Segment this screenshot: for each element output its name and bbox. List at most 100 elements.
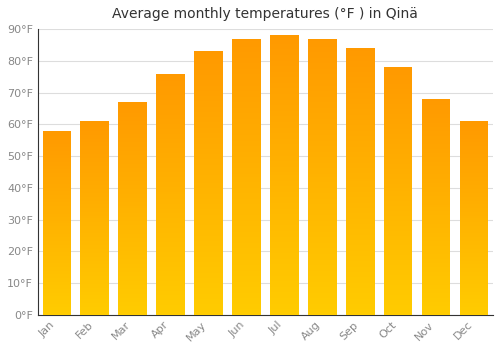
Bar	[460, 208, 488, 210]
Bar	[156, 223, 185, 225]
Bar	[156, 173, 185, 175]
Bar	[384, 295, 412, 298]
Bar	[42, 300, 71, 302]
Bar	[422, 246, 450, 248]
Bar	[80, 266, 109, 268]
Bar	[156, 233, 185, 235]
Bar	[156, 177, 185, 180]
Bar	[346, 245, 374, 248]
Bar	[156, 182, 185, 184]
Bar	[42, 302, 71, 304]
Bar	[42, 226, 71, 228]
Bar	[460, 292, 488, 293]
Bar	[422, 252, 450, 254]
Bar	[232, 138, 260, 141]
Bar	[42, 175, 71, 177]
Bar	[460, 309, 488, 311]
Bar	[42, 237, 71, 239]
Bar	[346, 243, 374, 245]
Bar	[194, 191, 223, 194]
Bar	[156, 112, 185, 114]
Bar	[156, 259, 185, 262]
Bar	[308, 301, 336, 304]
Bar	[346, 136, 374, 139]
Bar	[422, 293, 450, 295]
Bar	[118, 202, 147, 204]
Bar	[308, 124, 336, 127]
Bar	[346, 224, 374, 227]
Bar	[270, 239, 298, 242]
Bar	[460, 154, 488, 156]
Bar	[118, 247, 147, 249]
Bar	[232, 116, 260, 119]
Bar	[156, 78, 185, 81]
Bar	[42, 182, 71, 184]
Bar	[384, 263, 412, 265]
Bar	[308, 287, 336, 290]
Bar	[118, 113, 147, 115]
Bar	[308, 102, 336, 105]
Bar	[80, 198, 109, 201]
Bar	[42, 284, 71, 285]
Bar	[460, 241, 488, 243]
Bar	[270, 103, 298, 105]
Bar	[194, 83, 223, 85]
Bar	[460, 295, 488, 298]
Bar	[194, 273, 223, 275]
Bar	[308, 55, 336, 58]
Bar	[80, 231, 109, 233]
Bar	[346, 133, 374, 136]
Bar	[422, 278, 450, 280]
Bar	[270, 41, 298, 44]
Bar	[460, 127, 488, 129]
Bar	[80, 158, 109, 160]
Bar	[194, 270, 223, 273]
Bar	[460, 146, 488, 148]
Bar	[384, 278, 412, 280]
Bar	[118, 115, 147, 117]
Bar	[384, 186, 412, 189]
Bar	[156, 122, 185, 124]
Bar	[460, 198, 488, 201]
Bar	[42, 193, 71, 195]
Bar	[308, 58, 336, 61]
Bar	[80, 239, 109, 241]
Bar	[156, 199, 185, 201]
Bar	[460, 173, 488, 175]
Bar	[80, 303, 109, 305]
Bar	[80, 206, 109, 208]
Bar	[118, 310, 147, 313]
Bar	[80, 262, 109, 264]
Bar	[384, 233, 412, 236]
Bar	[42, 155, 71, 156]
Bar	[156, 240, 185, 243]
Bar	[308, 260, 336, 262]
Bar	[118, 245, 147, 247]
Bar	[156, 290, 185, 293]
Bar	[460, 195, 488, 197]
Bar	[346, 149, 374, 152]
Bar	[346, 203, 374, 205]
Bar	[42, 289, 71, 291]
Bar	[460, 140, 488, 142]
Bar	[118, 178, 147, 181]
Bar	[346, 222, 374, 224]
Bar	[384, 70, 412, 72]
Bar	[156, 312, 185, 315]
Bar	[118, 259, 147, 261]
Bar	[270, 287, 298, 290]
Bar	[232, 83, 260, 85]
Bar	[118, 276, 147, 279]
Bar	[80, 168, 109, 169]
Bar	[80, 228, 109, 230]
Bar	[232, 91, 260, 94]
Bar	[42, 282, 71, 284]
Bar	[346, 77, 374, 80]
Bar	[346, 270, 374, 272]
Bar	[118, 274, 147, 277]
Bar	[194, 173, 223, 175]
Bar	[194, 183, 223, 186]
Bar	[460, 226, 488, 228]
Bar	[346, 179, 374, 181]
Bar	[422, 125, 450, 127]
